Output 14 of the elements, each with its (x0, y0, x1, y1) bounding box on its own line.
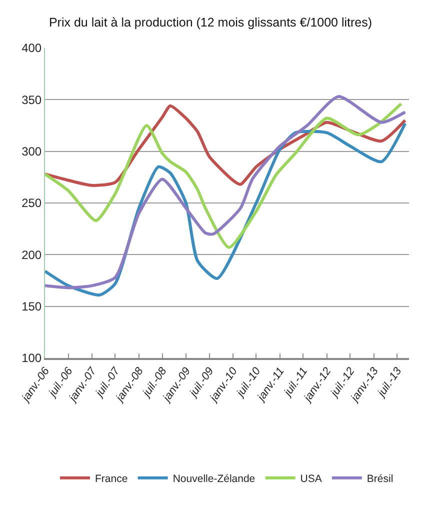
line-series (45, 102, 403, 249)
legend-label: Nouvelle-Zélande (172, 472, 256, 485)
y-tick-label: 400 (22, 41, 42, 56)
legend-label: USA (300, 472, 322, 485)
y-tick-label: 200 (22, 248, 42, 262)
legend-label: Brésil (366, 472, 394, 485)
y-tick-label: 300 (22, 144, 42, 159)
y-tick-label: 150 (22, 300, 42, 314)
legend-label: France (95, 472, 128, 485)
y-tick-label: 100 (22, 351, 42, 366)
line-series (45, 95, 407, 290)
y-tick-label: 350 (22, 92, 42, 107)
y-tick-label: 250 (22, 196, 42, 210)
chart-title: Prix du lait à la production (12 mois glissants €/1000 litres) (48, 16, 372, 30)
